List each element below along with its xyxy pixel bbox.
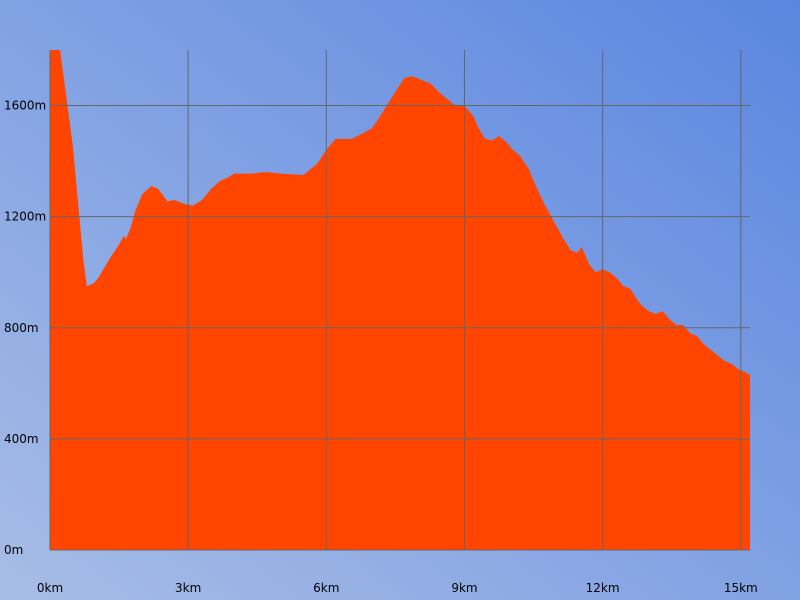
y-tick-label: 1200m — [4, 210, 46, 224]
x-tick-label: 6km — [313, 581, 339, 595]
x-tick-label: 12km — [586, 581, 620, 595]
y-tick-label: 1600m — [4, 99, 46, 113]
x-tick-label: 0km — [37, 581, 63, 595]
elevation-area — [50, 50, 750, 550]
area-layer — [50, 50, 750, 550]
x-tick-label: 3km — [175, 581, 201, 595]
x-axis-ticks: 0km 3km 6km 9km 12km 15km — [37, 581, 758, 595]
x-tick-label: 9km — [451, 581, 477, 595]
y-tick-label: 0m — [4, 543, 23, 557]
y-tick-label: 400m — [4, 432, 39, 446]
x-tick-label: 15km — [724, 581, 758, 595]
grid-layer — [49, 50, 750, 551]
y-axis-ticks: 0m 400m 800m 1600m 1200m — [4, 99, 46, 557]
y-tick-label: 800m — [4, 321, 39, 335]
